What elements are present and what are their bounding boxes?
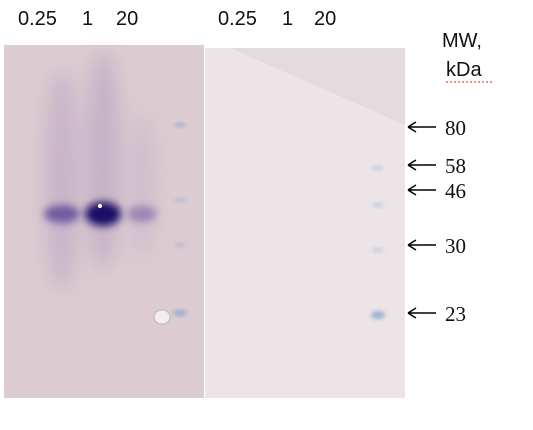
marker-label: 80 <box>445 116 466 140</box>
lane-label: 0.25 <box>218 8 257 30</box>
marker-label: 23 <box>445 302 466 326</box>
lane-label: 1 <box>82 8 93 30</box>
membrane-left <box>4 45 204 398</box>
mw-unit: kDa <box>446 59 482 81</box>
membrane-right <box>205 48 405 398</box>
lane-label: 20 <box>116 8 138 30</box>
marker-label: 58 <box>445 154 466 178</box>
marker-arrows <box>407 121 436 319</box>
marker-label: 46 <box>445 179 466 203</box>
mw-title: MW, <box>442 30 482 52</box>
lane-label: 20 <box>314 8 336 30</box>
marker-label: 30 <box>445 234 466 258</box>
lane-label: 0.25 <box>18 8 57 30</box>
lane-label: 1 <box>282 8 293 30</box>
